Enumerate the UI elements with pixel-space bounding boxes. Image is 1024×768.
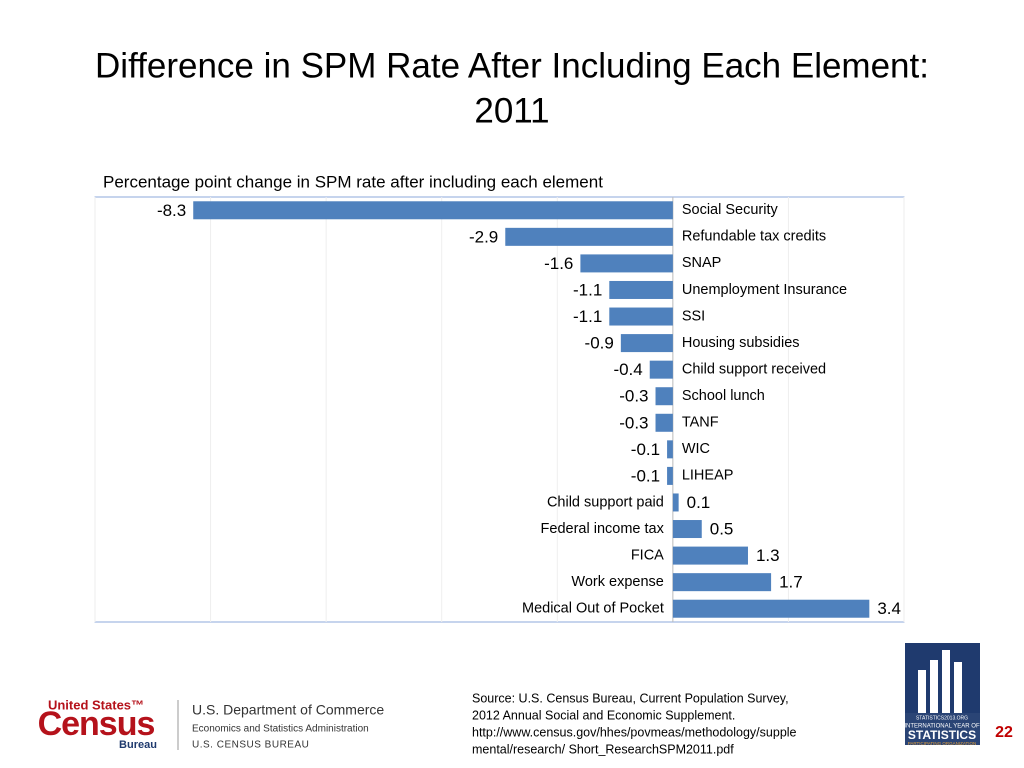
category-label: Work expense xyxy=(571,574,663,590)
source-line: 2012 Annual Social and Economic Suppleme… xyxy=(472,708,735,722)
source: Source: U.S. Census Bureau, Current Popu… xyxy=(472,691,797,756)
source-line: mental/research/ Short_ResearchSPM2011.p… xyxy=(472,742,734,756)
page-number: 22 xyxy=(995,724,1013,741)
category-label: SSI xyxy=(682,308,705,324)
bar xyxy=(672,573,772,592)
logo-shape xyxy=(942,650,950,713)
bar xyxy=(193,201,673,220)
category-label: SNAP xyxy=(682,255,722,271)
stats-logo: STATISTICS2013.ORG STATISTICS2013.ORG IN… xyxy=(904,643,980,746)
category-label: WIC xyxy=(682,441,710,457)
category-label: Federal income tax xyxy=(541,521,665,537)
bar xyxy=(672,546,748,565)
value-label: 0.5 xyxy=(710,520,734,539)
bar xyxy=(672,493,679,512)
value-label: -1.1 xyxy=(573,307,602,326)
value-label: 1.7 xyxy=(779,573,803,592)
bar xyxy=(649,360,673,379)
bar xyxy=(609,280,673,299)
bar xyxy=(672,599,870,618)
value-label: -1.1 xyxy=(573,280,602,299)
dept-text: U.S. Department of Commerce xyxy=(192,702,384,718)
value-label: -0.3 xyxy=(619,413,648,432)
category-label: FICA xyxy=(631,547,664,563)
bar xyxy=(655,387,673,406)
value-label: -1.6 xyxy=(544,254,573,273)
value-label: -0.1 xyxy=(631,440,660,459)
bar xyxy=(505,227,673,246)
category-label: Unemployment Insurance xyxy=(682,282,847,298)
bar xyxy=(655,413,673,432)
dept-text: U.S. CENSUS BUREAU xyxy=(192,740,309,751)
chart: Social Security -8.3 Refundable tax credit… xyxy=(94,196,905,623)
title-line: Difference in SPM Rate After Including E… xyxy=(95,46,929,85)
chart-subtitle: Percentage point change in SPM rate afte… xyxy=(103,172,603,191)
plot-area xyxy=(94,196,905,623)
logo-shape xyxy=(918,670,926,713)
value-label: -0.3 xyxy=(619,387,648,406)
source-line: http://www.census.gov/hhes/povmeas/metho… xyxy=(472,725,797,739)
logo-text: STATISTICS2013.ORG xyxy=(916,715,968,721)
bar xyxy=(580,254,673,273)
bar xyxy=(672,520,702,539)
value-label: -0.9 xyxy=(585,334,614,353)
bar xyxy=(667,466,673,485)
logo-text: INTERNATIONAL YEAR OF xyxy=(904,724,980,730)
value-label: -8.3 xyxy=(157,201,186,220)
category-label: Child support paid xyxy=(547,494,664,510)
category-label: Medical Out of Pocket xyxy=(522,601,664,617)
source-line: Source: U.S. Census Bureau, Current Popu… xyxy=(472,691,789,705)
logo-box xyxy=(905,713,980,745)
bar xyxy=(620,334,673,353)
value-label: 1.3 xyxy=(756,546,780,565)
census-logo: United States™ Census Bureau xyxy=(38,697,157,750)
value-label: -0.1 xyxy=(631,466,660,485)
value-label: -0.4 xyxy=(613,360,642,379)
dept-text: Economics and Statistics Administration xyxy=(192,724,369,735)
value-label: 3.4 xyxy=(877,599,901,618)
category-label: Social Security xyxy=(682,202,779,218)
title-line: 2011 xyxy=(474,91,549,130)
logo-text: United States™ xyxy=(48,697,144,712)
category-label: School lunch xyxy=(682,388,765,404)
logo-text: Census xyxy=(38,705,155,743)
value-label: 0.1 xyxy=(687,493,711,512)
logo-shape xyxy=(954,662,962,713)
logo-shape xyxy=(930,660,938,713)
value-label: -2.9 xyxy=(469,227,498,246)
bar xyxy=(667,440,673,459)
category-label: TANF xyxy=(682,415,719,431)
category-label: Housing subsidies xyxy=(682,335,800,351)
logo-text: STATISTICS xyxy=(908,728,976,742)
category-label: LIHEAP xyxy=(682,468,734,484)
logo-text: Bureau xyxy=(119,739,157,751)
bar xyxy=(609,307,673,326)
category-label: Refundable tax credits xyxy=(682,229,826,245)
category-label: Child support received xyxy=(682,361,826,377)
logo-text: PARTICIPATING ORGANIZATION xyxy=(908,741,977,746)
